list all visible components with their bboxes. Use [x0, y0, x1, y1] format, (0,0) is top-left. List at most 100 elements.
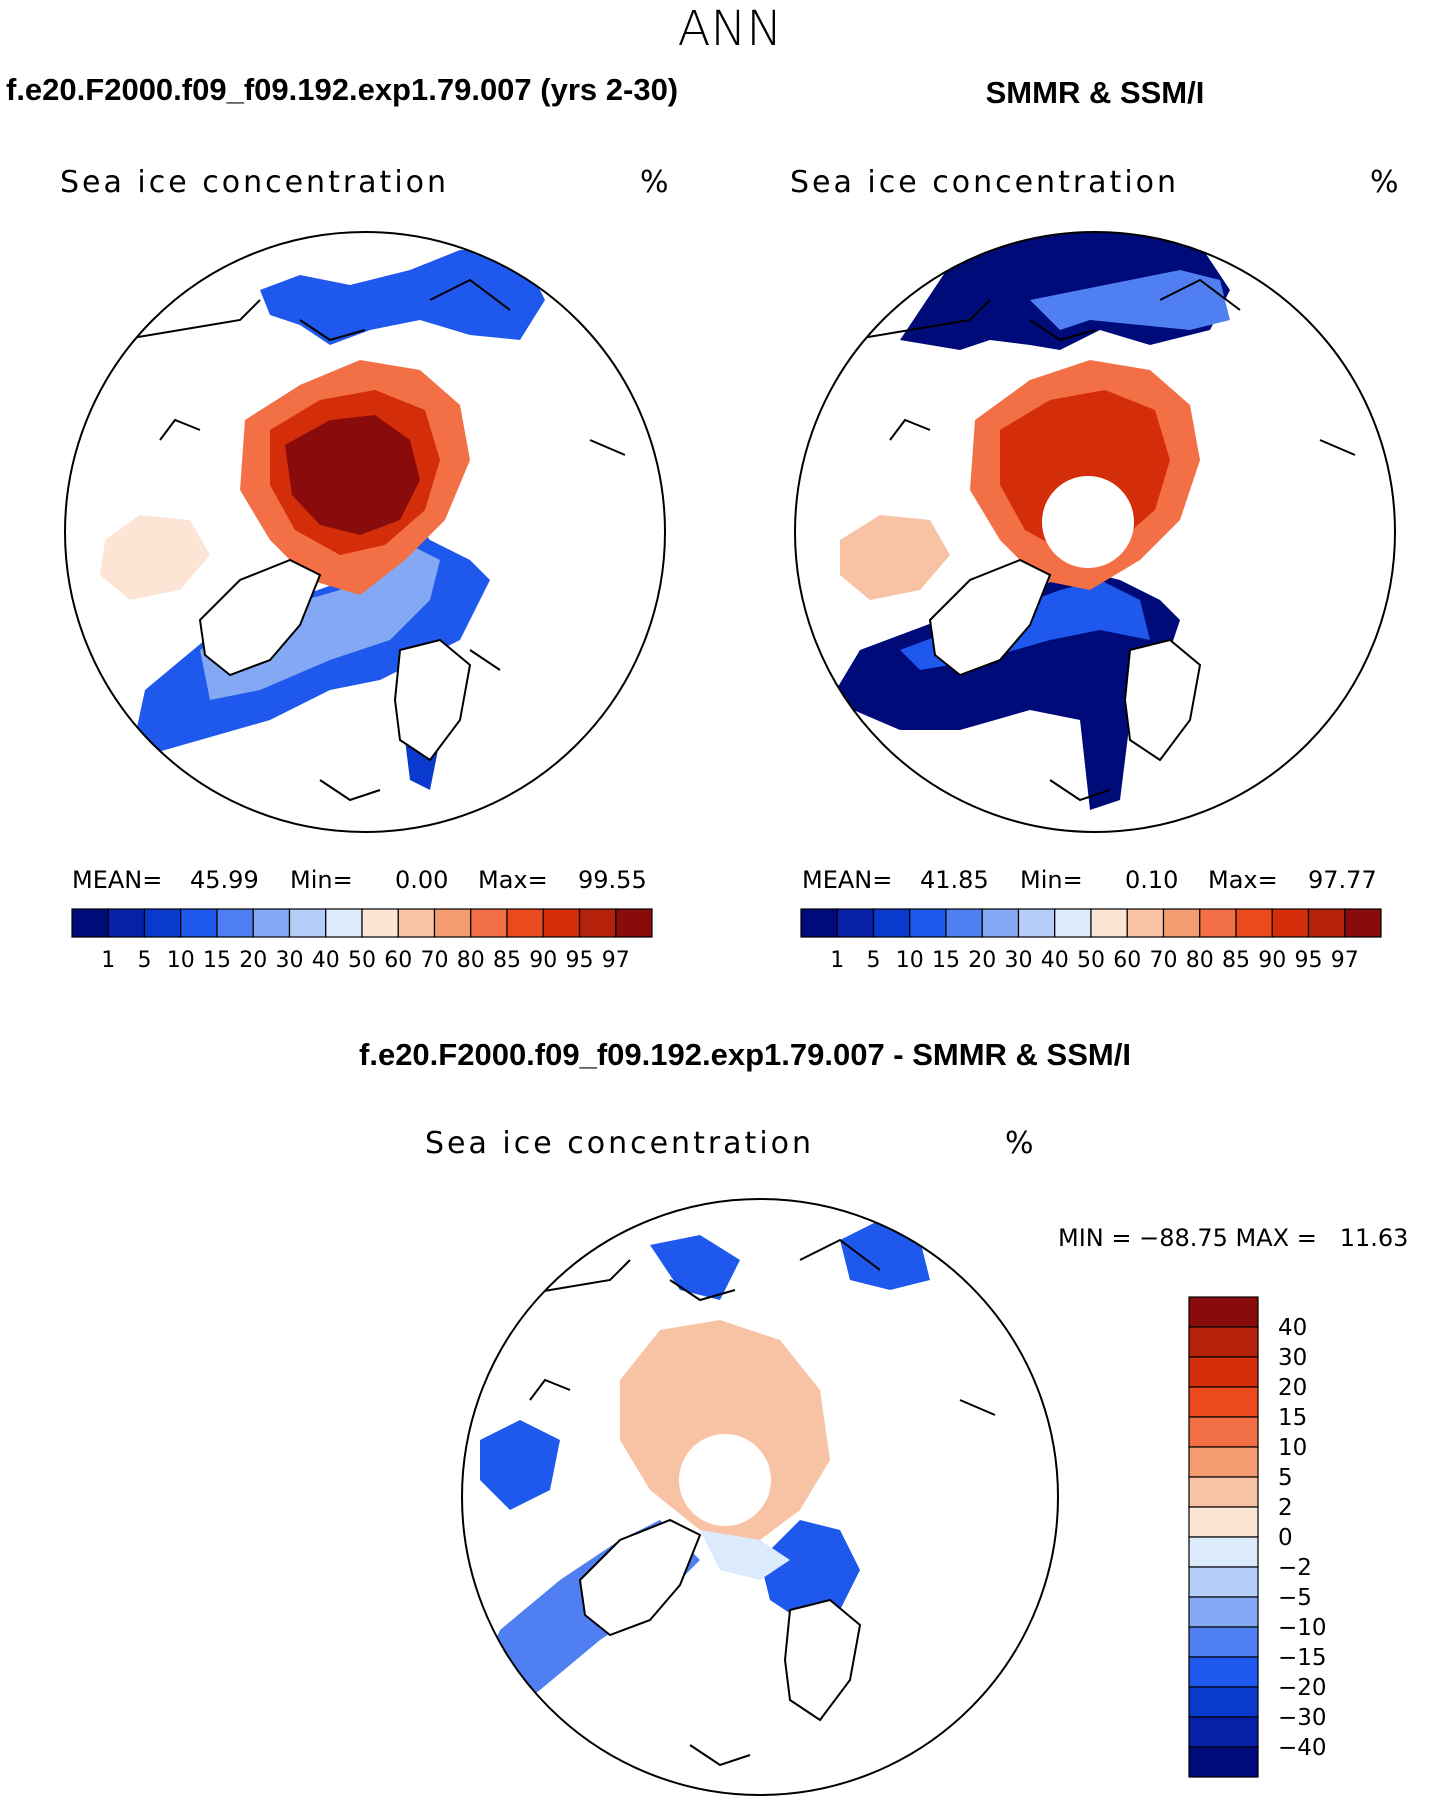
colorbar-swatch [1090, 908, 1128, 938]
colorbar-tick-label: 70 [421, 948, 449, 973]
colorbar-swatch [1188, 1446, 1259, 1478]
colorbar-tick-label: 70 [1150, 948, 1178, 973]
colorbar-swatch [71, 908, 109, 938]
colorbar-swatch [909, 908, 947, 938]
colorbar-swatch [1126, 908, 1165, 938]
colorbar-swatch [288, 908, 327, 938]
max-value: 97.77 [1308, 866, 1377, 894]
colorbar-swatch [470, 908, 508, 938]
colorbar-tick-label: 90 [529, 948, 557, 973]
colorbar-swatch [981, 908, 1020, 938]
colorbar-tick-label: 97 [602, 948, 630, 973]
colorbar-swatch [1344, 908, 1382, 938]
variable-label-obs: Sea ice concentration [790, 165, 1179, 200]
ice-pacific-inner-obs [1030, 270, 1230, 330]
min-label: Min= [1020, 866, 1083, 894]
colorbar-tick-label: 50 [1077, 948, 1105, 973]
colorbar-tick-label: 1 [830, 948, 844, 973]
diff-okhotsk-neg [840, 1220, 930, 1290]
map-boundary-diff [461, 1198, 1059, 1796]
colorbar-tick-label: 20 [239, 948, 267, 973]
diff-barents-neg [760, 1520, 860, 1620]
colorbar-tick-label: −20 [1278, 1675, 1327, 1701]
mean-label: MEAN= [72, 866, 162, 894]
max-value: 99.55 [578, 866, 647, 894]
colorbar-obs: 1 5 10 15 20 30 40 50 60 70 80 85 90 95 97 [800, 908, 1382, 973]
colorbar-tick-label: 30 [1005, 948, 1033, 973]
colorbar-tick-label: 15 [932, 948, 960, 973]
colorbar-swatch [836, 908, 875, 938]
colorbar-swatch [1188, 1386, 1259, 1418]
colorbar-swatch [361, 908, 399, 938]
colorbar-tick-label: −2 [1278, 1555, 1312, 1581]
colorbar-tick-label: 40 [1278, 1315, 1307, 1341]
colorbar-swatch [1188, 1506, 1259, 1538]
panel-title-diff: f.e20.F2000.f09_f09.192.exp1.79.007 - SM… [359, 1037, 1131, 1072]
colorbar-tick-label: −5 [1278, 1585, 1312, 1611]
colorbar-tick-label: 20 [968, 948, 996, 973]
land-greenland-model [198, 558, 322, 677]
pole-hole-obs [1042, 476, 1134, 568]
colorbar-tick-label: 15 [203, 948, 231, 973]
colorbar-tick-label: 10 [896, 948, 924, 973]
units-label-diff: % [1005, 1126, 1034, 1161]
pole-hole-diff [679, 1434, 771, 1526]
colorbar-swatch [1188, 1416, 1259, 1448]
ice-pacific-model [260, 250, 545, 345]
colorbar-swatch [1188, 1746, 1259, 1778]
units-label-obs: % [1370, 165, 1399, 200]
colorbar-tick-label: 60 [1113, 948, 1141, 973]
colorbar-tick-label: 80 [1186, 948, 1214, 973]
ice-basin-core-model [285, 415, 420, 535]
colorbar-swatch [578, 908, 617, 938]
colorbar-swatch [180, 908, 218, 938]
map-boundary-model [64, 231, 666, 833]
land-scandinavia-model [393, 638, 472, 762]
colorbar-tick-label: 60 [384, 948, 412, 973]
colorbar-tick-label: 85 [1222, 948, 1250, 973]
coastline-obs [849, 278, 1356, 802]
colorbar-swatch [506, 908, 544, 938]
panel-title-model: f.e20.F2000.f09_f09.192.exp1.79.007 (yrs… [6, 72, 678, 107]
min-max-diff: MIN = −88.75 MAX = 11.63 [1058, 1224, 1408, 1252]
colorbar-swatch [433, 908, 472, 938]
colorbar-tick-label: 95 [566, 948, 594, 973]
colorbar-tick-label: −15 [1278, 1645, 1327, 1671]
ice-hudson-model [100, 515, 210, 600]
colorbar-tick-label: 5 [1278, 1465, 1293, 1491]
colorbar-swatch [1188, 1656, 1259, 1688]
colorbar-swatch [1199, 908, 1237, 938]
colorbar-tick-label: 20 [1278, 1375, 1307, 1401]
colorbar-tick-label: 40 [1041, 948, 1069, 973]
colorbar-swatch [1162, 908, 1201, 938]
coastline-model [119, 278, 626, 802]
units-label-model: % [640, 165, 669, 200]
colorbar-swatch [1054, 908, 1092, 938]
map-panel-obs [794, 231, 1396, 833]
colorbar-tick-label: 95 [1295, 948, 1323, 973]
colorbar-tick-label: 97 [1331, 948, 1359, 973]
colorbar-tick-label: 5 [138, 948, 152, 973]
colorbar-swatch [1188, 1536, 1259, 1568]
stats-model: MEAN= 45.99 Min= 0.00 Max= 99.55 [72, 866, 647, 894]
min-value: 0.10 [1125, 866, 1178, 894]
map-boundary-obs [794, 231, 1396, 833]
colorbar-swatch [945, 908, 983, 938]
colorbar-tick-label: 90 [1258, 948, 1286, 973]
diff-shelf-near-zero [700, 1530, 790, 1580]
colorbar-tick-label: −10 [1278, 1615, 1327, 1641]
colorbar-tick-label: 50 [348, 948, 376, 973]
colorbar-swatch [1188, 1596, 1259, 1628]
diff-labrador-neg [480, 1420, 560, 1510]
map-panel-diff [461, 1198, 1059, 1796]
diff-basin-pos [620, 1320, 830, 1540]
colorbar-swatch [1188, 1716, 1259, 1748]
min-value: 0.00 [395, 866, 448, 894]
colorbar-swatch [1188, 1356, 1259, 1388]
colorbar-tick-label: 1 [101, 948, 115, 973]
variable-label-diff: Sea ice concentration [425, 1126, 814, 1161]
land-scandinavia-obs [1123, 638, 1202, 762]
colorbar-swatch [143, 908, 182, 938]
coastline-diff [489, 1238, 996, 1767]
